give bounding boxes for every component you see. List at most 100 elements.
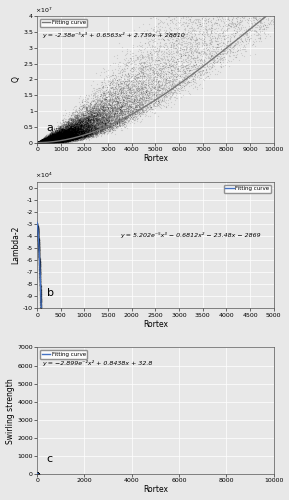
Point: [215, 50, 220, 58]
Point: [85, 104, 89, 112]
Point: [38, 138, 42, 145]
Point: [59, 136, 64, 144]
Point: [113, 102, 118, 110]
Point: [38, 270, 42, 278]
Point: [123, 108, 127, 116]
Point: [35, 224, 40, 232]
Point: [38, 301, 43, 309]
Point: [63, 115, 67, 123]
Point: [63, 132, 67, 140]
Point: [50, 132, 55, 140]
Point: [58, 130, 62, 138]
Point: [149, 76, 154, 84]
Point: [228, 57, 233, 65]
Point: [45, 138, 49, 146]
Point: [40, 138, 45, 146]
Point: [46, 136, 50, 144]
Point: [68, 124, 73, 132]
Point: [99, 104, 104, 112]
Point: [44, 136, 49, 144]
Point: [35, 138, 40, 146]
Point: [42, 138, 47, 146]
Point: [64, 122, 68, 130]
Point: [38, 294, 43, 302]
Point: [36, 138, 41, 146]
Point: [102, 116, 107, 124]
Point: [89, 123, 94, 131]
Point: [45, 138, 49, 146]
Point: [70, 122, 75, 130]
Point: [36, 470, 41, 478]
Point: [98, 128, 102, 136]
Point: [53, 136, 58, 143]
Point: [73, 125, 77, 133]
Point: [39, 138, 44, 146]
Point: [217, 68, 222, 76]
Point: [53, 137, 58, 145]
Point: [99, 128, 103, 136]
Point: [38, 138, 43, 145]
Point: [36, 470, 41, 478]
Point: [42, 138, 47, 146]
Point: [45, 138, 49, 145]
Point: [37, 258, 42, 266]
Point: [95, 100, 100, 108]
Point: [36, 236, 41, 244]
Point: [51, 138, 55, 146]
Point: [49, 133, 54, 141]
Point: [39, 302, 43, 310]
Point: [40, 136, 45, 144]
Point: [64, 134, 68, 141]
Point: [117, 111, 122, 119]
Point: [40, 138, 45, 146]
Point: [55, 137, 60, 145]
Point: [137, 74, 141, 82]
Point: [36, 138, 40, 146]
Point: [57, 134, 62, 142]
Point: [117, 118, 121, 126]
Point: [42, 138, 47, 146]
Point: [40, 138, 45, 146]
Point: [151, 77, 156, 85]
Point: [103, 128, 107, 136]
Point: [42, 138, 46, 146]
Point: [47, 134, 51, 142]
Point: [58, 127, 62, 135]
Point: [35, 470, 40, 478]
Point: [37, 138, 41, 146]
Point: [181, 90, 185, 98]
Point: [38, 272, 42, 280]
Point: [54, 135, 59, 143]
Point: [78, 126, 83, 134]
Point: [47, 134, 51, 142]
Point: [115, 76, 120, 84]
Point: [47, 138, 51, 146]
Point: [44, 134, 49, 142]
Point: [35, 470, 40, 478]
Point: [38, 268, 42, 276]
Point: [94, 127, 99, 135]
Point: [36, 226, 40, 234]
Point: [41, 138, 45, 146]
Point: [52, 132, 57, 140]
Point: [86, 122, 90, 130]
Point: [77, 129, 81, 137]
Point: [38, 138, 43, 146]
Point: [38, 274, 42, 282]
Point: [134, 96, 139, 104]
Point: [38, 138, 43, 146]
Point: [174, 73, 178, 81]
Point: [64, 137, 68, 145]
Point: [45, 136, 49, 144]
Point: [40, 137, 44, 145]
Point: [169, 58, 173, 66]
Point: [36, 138, 40, 146]
Point: [72, 131, 77, 139]
Point: [42, 138, 46, 146]
Point: [36, 470, 41, 478]
Point: [70, 115, 75, 123]
Point: [46, 137, 51, 145]
Point: [95, 124, 99, 132]
Point: [57, 125, 62, 133]
Point: [43, 138, 47, 145]
